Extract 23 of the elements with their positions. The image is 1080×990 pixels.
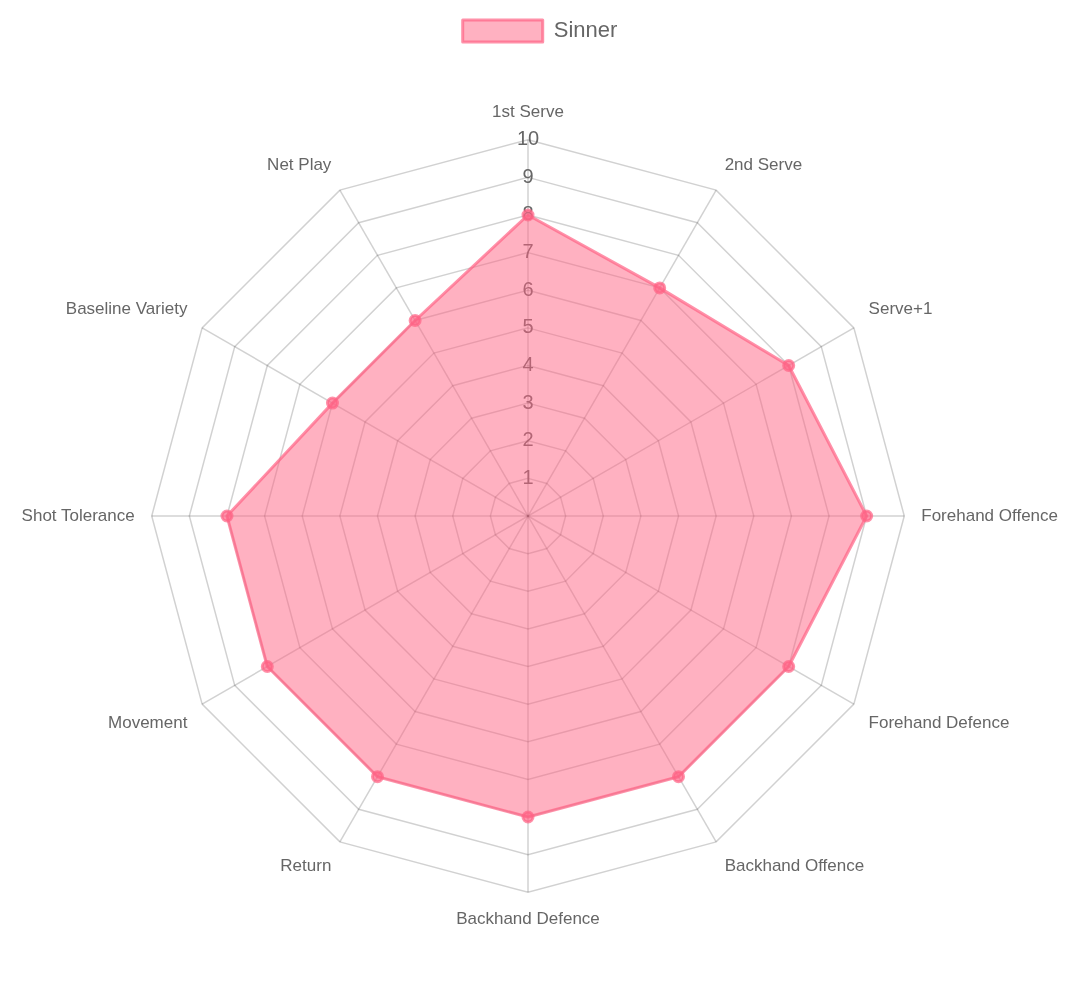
spoke-label: Forehand Defence — [868, 712, 1010, 732]
spoke-label: Return — [280, 856, 332, 876]
y-tick-label: 1 — [522, 465, 534, 488]
spoke-label: Baseline Variety — [65, 298, 188, 318]
y-tick-label: 6 — [522, 277, 534, 300]
y-tick-label: 8 — [522, 202, 534, 225]
y-tick-label: 10 — [516, 127, 540, 150]
spoke-label: Backhand Offence — [724, 856, 865, 876]
spoke-label: 2nd Serve — [724, 154, 803, 174]
spoke-label: Shot Tolerance — [21, 505, 135, 525]
spoke-label: Movement — [108, 712, 188, 732]
y-tick-label: 2 — [522, 428, 534, 451]
spoke-label: Backhand Defence — [456, 909, 600, 929]
legend-label: Sinner — [553, 17, 618, 43]
spoke-label: Serve+1 — [868, 298, 933, 318]
spoke-label: 1st Serve — [492, 102, 564, 122]
y-tick-label: 5 — [522, 315, 534, 338]
y-tick-label: 4 — [522, 353, 534, 375]
y-tick-label: 3 — [522, 390, 534, 413]
y-tick-label: 9 — [522, 164, 534, 187]
spoke-label: Forehand Offence — [921, 505, 1059, 525]
spoke-label: Net Play — [267, 154, 332, 174]
y-tick-label: 7 — [522, 240, 534, 263]
